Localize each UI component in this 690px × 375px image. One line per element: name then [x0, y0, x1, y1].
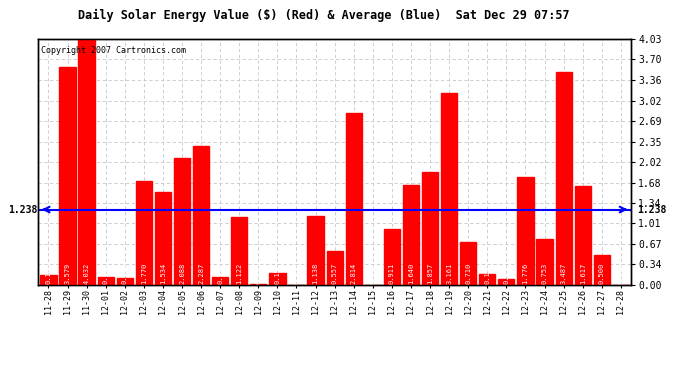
Bar [518, 177, 533, 285]
Bar [555, 72, 572, 285]
Text: Copyright 2007 Cartronics.com: Copyright 2007 Cartronics.com [41, 45, 186, 54]
Bar [136, 182, 152, 285]
Text: 0.753: 0.753 [542, 262, 548, 284]
Bar [536, 239, 553, 285]
Bar [479, 274, 495, 285]
Bar [308, 216, 324, 285]
Text: 0.192: 0.192 [275, 262, 280, 284]
Text: 0.173: 0.173 [484, 262, 491, 284]
Bar [231, 217, 247, 285]
Text: 1.770: 1.770 [141, 262, 147, 284]
Text: 3.161: 3.161 [446, 262, 452, 284]
Text: 1.534: 1.534 [160, 262, 166, 284]
Text: 0.099: 0.099 [504, 262, 509, 284]
Bar [193, 146, 209, 285]
Text: 2.814: 2.814 [351, 262, 357, 284]
Bar [403, 185, 419, 285]
Text: 3.487: 3.487 [560, 262, 566, 284]
Text: 0.125: 0.125 [103, 262, 109, 284]
Text: 1.138: 1.138 [313, 262, 319, 284]
Bar [97, 278, 114, 285]
Text: 2.088: 2.088 [179, 262, 185, 284]
Text: 0.557: 0.557 [332, 262, 337, 284]
Text: 0.124: 0.124 [217, 262, 223, 284]
Bar [40, 275, 57, 285]
Text: 0.500: 0.500 [599, 262, 604, 284]
Text: 1.122: 1.122 [236, 262, 242, 284]
Bar [326, 251, 343, 285]
Text: 0.000: 0.000 [293, 262, 299, 284]
Text: 3.579: 3.579 [65, 262, 70, 284]
Bar [269, 273, 286, 285]
Bar [155, 192, 171, 285]
Bar [212, 278, 228, 285]
Bar [384, 230, 400, 285]
Bar [174, 158, 190, 285]
Bar [575, 186, 591, 285]
Bar [79, 39, 95, 285]
Bar [498, 279, 515, 285]
Text: 1.238: 1.238 [638, 204, 667, 214]
Bar [59, 67, 76, 285]
Bar [346, 114, 362, 285]
Bar [460, 242, 476, 285]
Text: 0.000: 0.000 [618, 262, 624, 284]
Text: 4.032: 4.032 [83, 262, 90, 284]
Bar [422, 172, 438, 285]
Text: 1.617: 1.617 [580, 262, 586, 284]
Text: 0.000: 0.000 [370, 262, 376, 284]
Text: 1.640: 1.640 [408, 262, 414, 284]
Text: 2.287: 2.287 [198, 262, 204, 284]
Bar [117, 278, 133, 285]
Text: 0.166: 0.166 [46, 262, 52, 284]
Text: 0.023: 0.023 [255, 262, 262, 284]
Text: 1.857: 1.857 [427, 262, 433, 284]
Bar [441, 93, 457, 285]
Bar [250, 284, 266, 285]
Text: 0.911: 0.911 [389, 262, 395, 284]
Text: 1.238: 1.238 [8, 204, 38, 214]
Text: 0.710: 0.710 [465, 262, 471, 284]
Bar [593, 255, 610, 285]
Text: 0.119: 0.119 [121, 262, 128, 284]
Text: 1.776: 1.776 [522, 262, 529, 284]
Text: Daily Solar Energy Value ($) (Red) & Average (Blue)  Sat Dec 29 07:57: Daily Solar Energy Value ($) (Red) & Ave… [79, 9, 570, 22]
